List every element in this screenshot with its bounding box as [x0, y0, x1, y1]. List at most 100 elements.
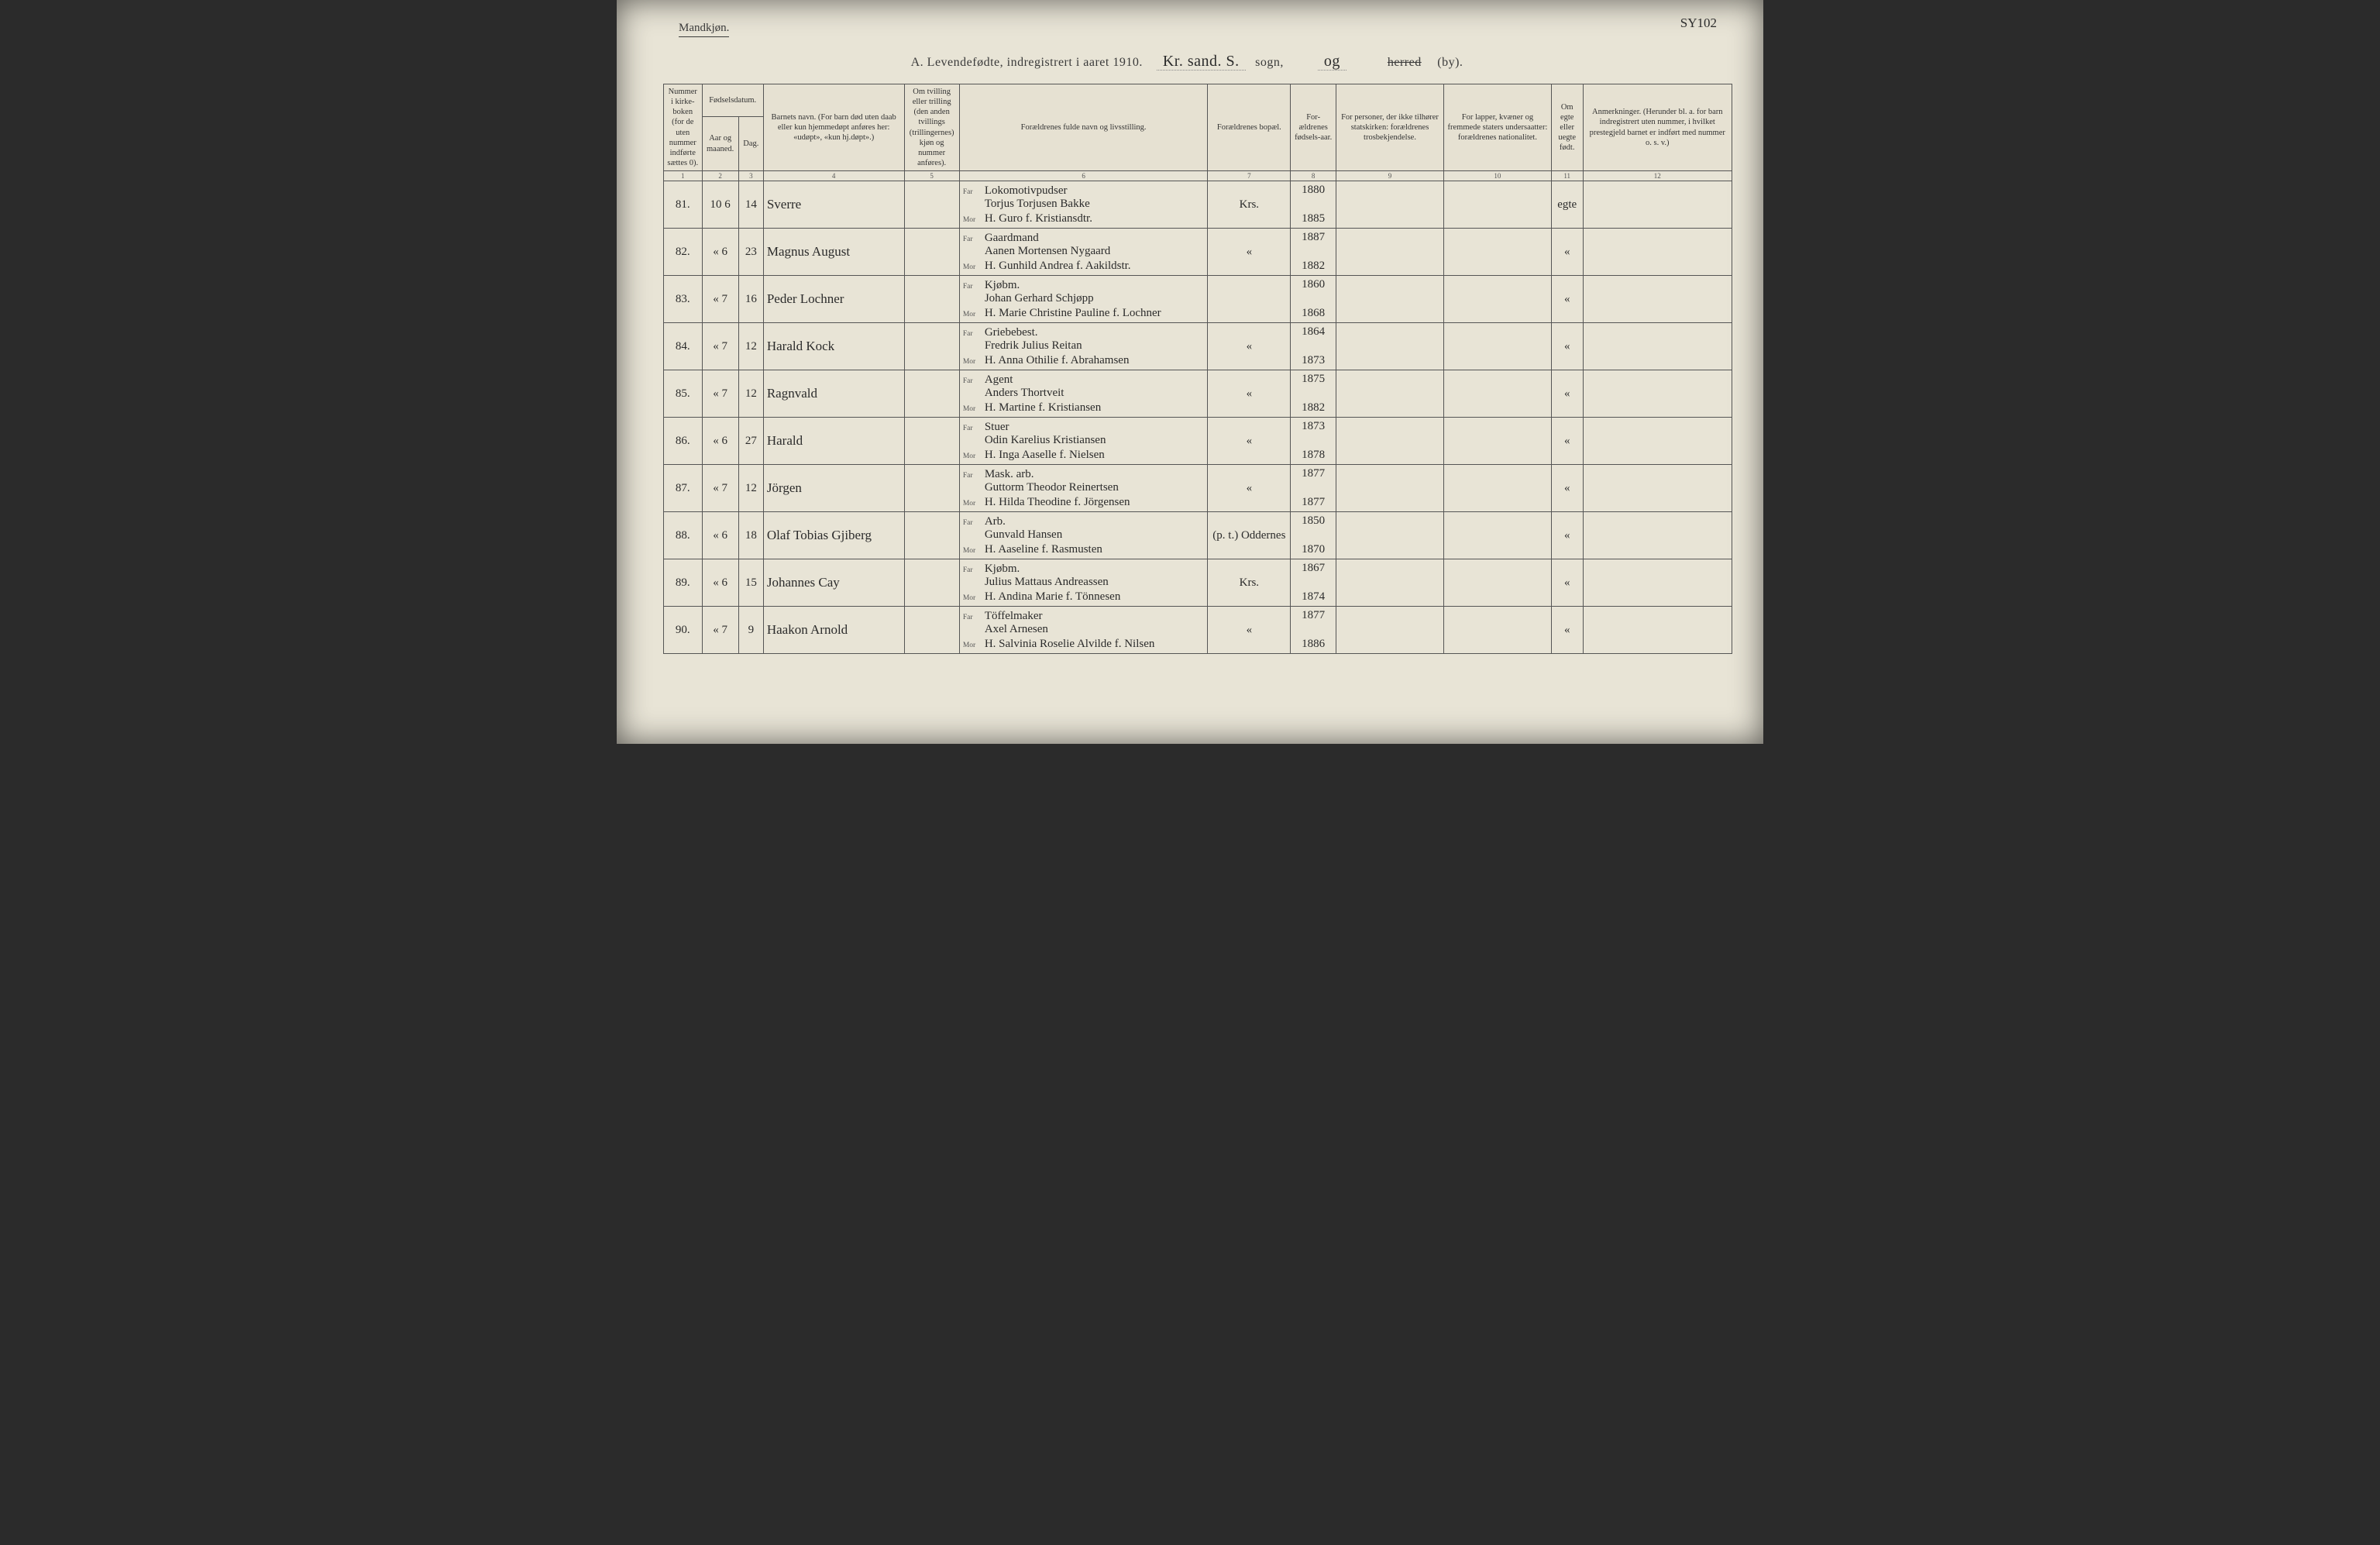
cell-bopel: «: [1208, 607, 1291, 654]
table-row: 86.« 627HaraldFarStuerOdin Karelius Kris…: [664, 418, 1732, 465]
cell-num: 84.: [664, 323, 703, 370]
mor-label: Mor: [963, 263, 980, 271]
father-year: 1873: [1302, 420, 1325, 433]
father-text: Kjøbm.Julius Mattaus Andreassen: [985, 563, 1109, 589]
cell-bopel: «: [1208, 323, 1291, 370]
cell-years: 18771877: [1291, 465, 1336, 512]
far-label: Far: [963, 188, 980, 196]
cell-month: « 6: [702, 418, 738, 465]
cell-years: 1873 1878: [1291, 418, 1336, 465]
cell-years: 18751882: [1291, 370, 1336, 418]
og-label: og: [1318, 53, 1346, 71]
cell-egte: «: [1551, 607, 1583, 654]
ledger-page: Mandkjøn. SY102 A. Levendefødte, indregi…: [617, 0, 1763, 744]
cell-name: Ragnvald: [763, 370, 904, 418]
far-label: Far: [963, 425, 980, 432]
table-head: Nummer i kirke-boken (for de uten nummer…: [664, 84, 1732, 181]
cell-parents: FarTöffelmakerAxel ArnesenMorH. Salvinia…: [959, 607, 1208, 654]
mother-text: H. Andina Marie f. Tönnesen: [985, 590, 1121, 604]
father-year: 1867: [1302, 562, 1325, 575]
table-row: 85.« 712RagnvaldFarAgentAnders Thortveit…: [664, 370, 1732, 418]
cell-month: « 7: [702, 607, 738, 654]
far-label: Far: [963, 566, 980, 574]
mother-year: 1878: [1302, 449, 1325, 462]
cell-years: 1877 1886: [1291, 607, 1336, 654]
cell-years: 18641873: [1291, 323, 1336, 370]
mother-text: H. Aaseline f. Rasmusten: [985, 543, 1102, 556]
cell-egte: «: [1551, 370, 1583, 418]
father-text: LokomotivpudserTorjus Torjusen Bakke: [985, 184, 1090, 211]
cell-twin: [904, 370, 959, 418]
colnum: 11: [1551, 171, 1583, 181]
father-year: 1887: [1302, 231, 1325, 244]
father-year: 1864: [1302, 325, 1325, 339]
cell-month: « 7: [702, 276, 738, 323]
cell-religion: [1336, 181, 1444, 229]
col-header-11: Om egte eller uegte født.: [1551, 84, 1583, 171]
father-year: 1877: [1302, 609, 1325, 622]
far-label: Far: [963, 330, 980, 338]
mor-label: Mor: [963, 594, 980, 602]
mother-year: 1882: [1302, 260, 1325, 273]
cell-years: 1887 1882: [1291, 229, 1336, 276]
cell-month: 10 6: [702, 181, 738, 229]
mother-text: H. Hilda Theodine f. Jörgensen: [985, 496, 1130, 509]
cell-twin: [904, 607, 959, 654]
cell-month: « 7: [702, 465, 738, 512]
mother-year: 1882: [1302, 401, 1325, 415]
colnum: 9: [1336, 171, 1444, 181]
cell-twin: [904, 229, 959, 276]
cell-parents: FarGriebebest.Fredrik Julius ReitanMorH.…: [959, 323, 1208, 370]
mother-year: 1868: [1302, 307, 1325, 320]
gender-heading: Mandkjøn.: [679, 22, 729, 37]
cell-nationality: [1443, 559, 1551, 607]
cell-twin: [904, 465, 959, 512]
colnum: 3: [738, 171, 763, 181]
page-annotation: SY102: [1680, 15, 1717, 31]
cell-bopel: «: [1208, 465, 1291, 512]
cell-bopel: Krs.: [1208, 181, 1291, 229]
cell-nationality: [1443, 465, 1551, 512]
col-header-8: For-ældrenes fødsels-aar.: [1291, 84, 1336, 171]
cell-num: 81.: [664, 181, 703, 229]
cell-egte: «: [1551, 418, 1583, 465]
far-label: Far: [963, 614, 980, 621]
cell-remarks: [1583, 512, 1732, 559]
cell-parents: Far Kjøbm.Julius Mattaus Andreassen Mor H. …: [959, 559, 1208, 607]
cell-month: « 7: [702, 323, 738, 370]
cell-twin: [904, 418, 959, 465]
cell-remarks: [1583, 418, 1732, 465]
mor-label: Mor: [963, 452, 980, 460]
col-header-3: Dag.: [738, 117, 763, 171]
cell-egte: «: [1551, 465, 1583, 512]
cell-day: 27: [738, 418, 763, 465]
father-text: GaardmandAanen Mortensen Nygaard: [985, 232, 1110, 258]
colnum: 1: [664, 171, 703, 181]
cell-name: Haakon Arnold: [763, 607, 904, 654]
cell-remarks: [1583, 323, 1732, 370]
cell-remarks: [1583, 465, 1732, 512]
sogn-handwritten: Kr. sand. S.: [1157, 53, 1246, 71]
mother-year: 1886: [1302, 638, 1325, 651]
cell-bopel: «: [1208, 370, 1291, 418]
mother-text: H. Guro f. Kristiansdtr.: [985, 212, 1092, 225]
cell-religion: [1336, 323, 1444, 370]
cell-egte: «: [1551, 229, 1583, 276]
cell-years: 18501870: [1291, 512, 1336, 559]
cell-egte: «: [1551, 276, 1583, 323]
mor-label: Mor: [963, 311, 980, 318]
far-label: Far: [963, 377, 980, 385]
cell-month: « 7: [702, 370, 738, 418]
col-header-9: For personer, der ikke tilhører statskir…: [1336, 84, 1444, 171]
mor-label: Mor: [963, 216, 980, 224]
cell-remarks: [1583, 607, 1732, 654]
cell-remarks: [1583, 370, 1732, 418]
cell-twin: [904, 512, 959, 559]
table-row: 88.« 618Olaf Tobias GjibergFarArb.Gunval…: [664, 512, 1732, 559]
cell-years: 18601868: [1291, 276, 1336, 323]
father-text: Griebebest.Fredrik Julius Reitan: [985, 326, 1082, 353]
cell-nationality: [1443, 323, 1551, 370]
cell-nationality: [1443, 181, 1551, 229]
col-header-10: For lapper, kvæner og fremmede staters u…: [1443, 84, 1551, 171]
cell-religion: [1336, 607, 1444, 654]
